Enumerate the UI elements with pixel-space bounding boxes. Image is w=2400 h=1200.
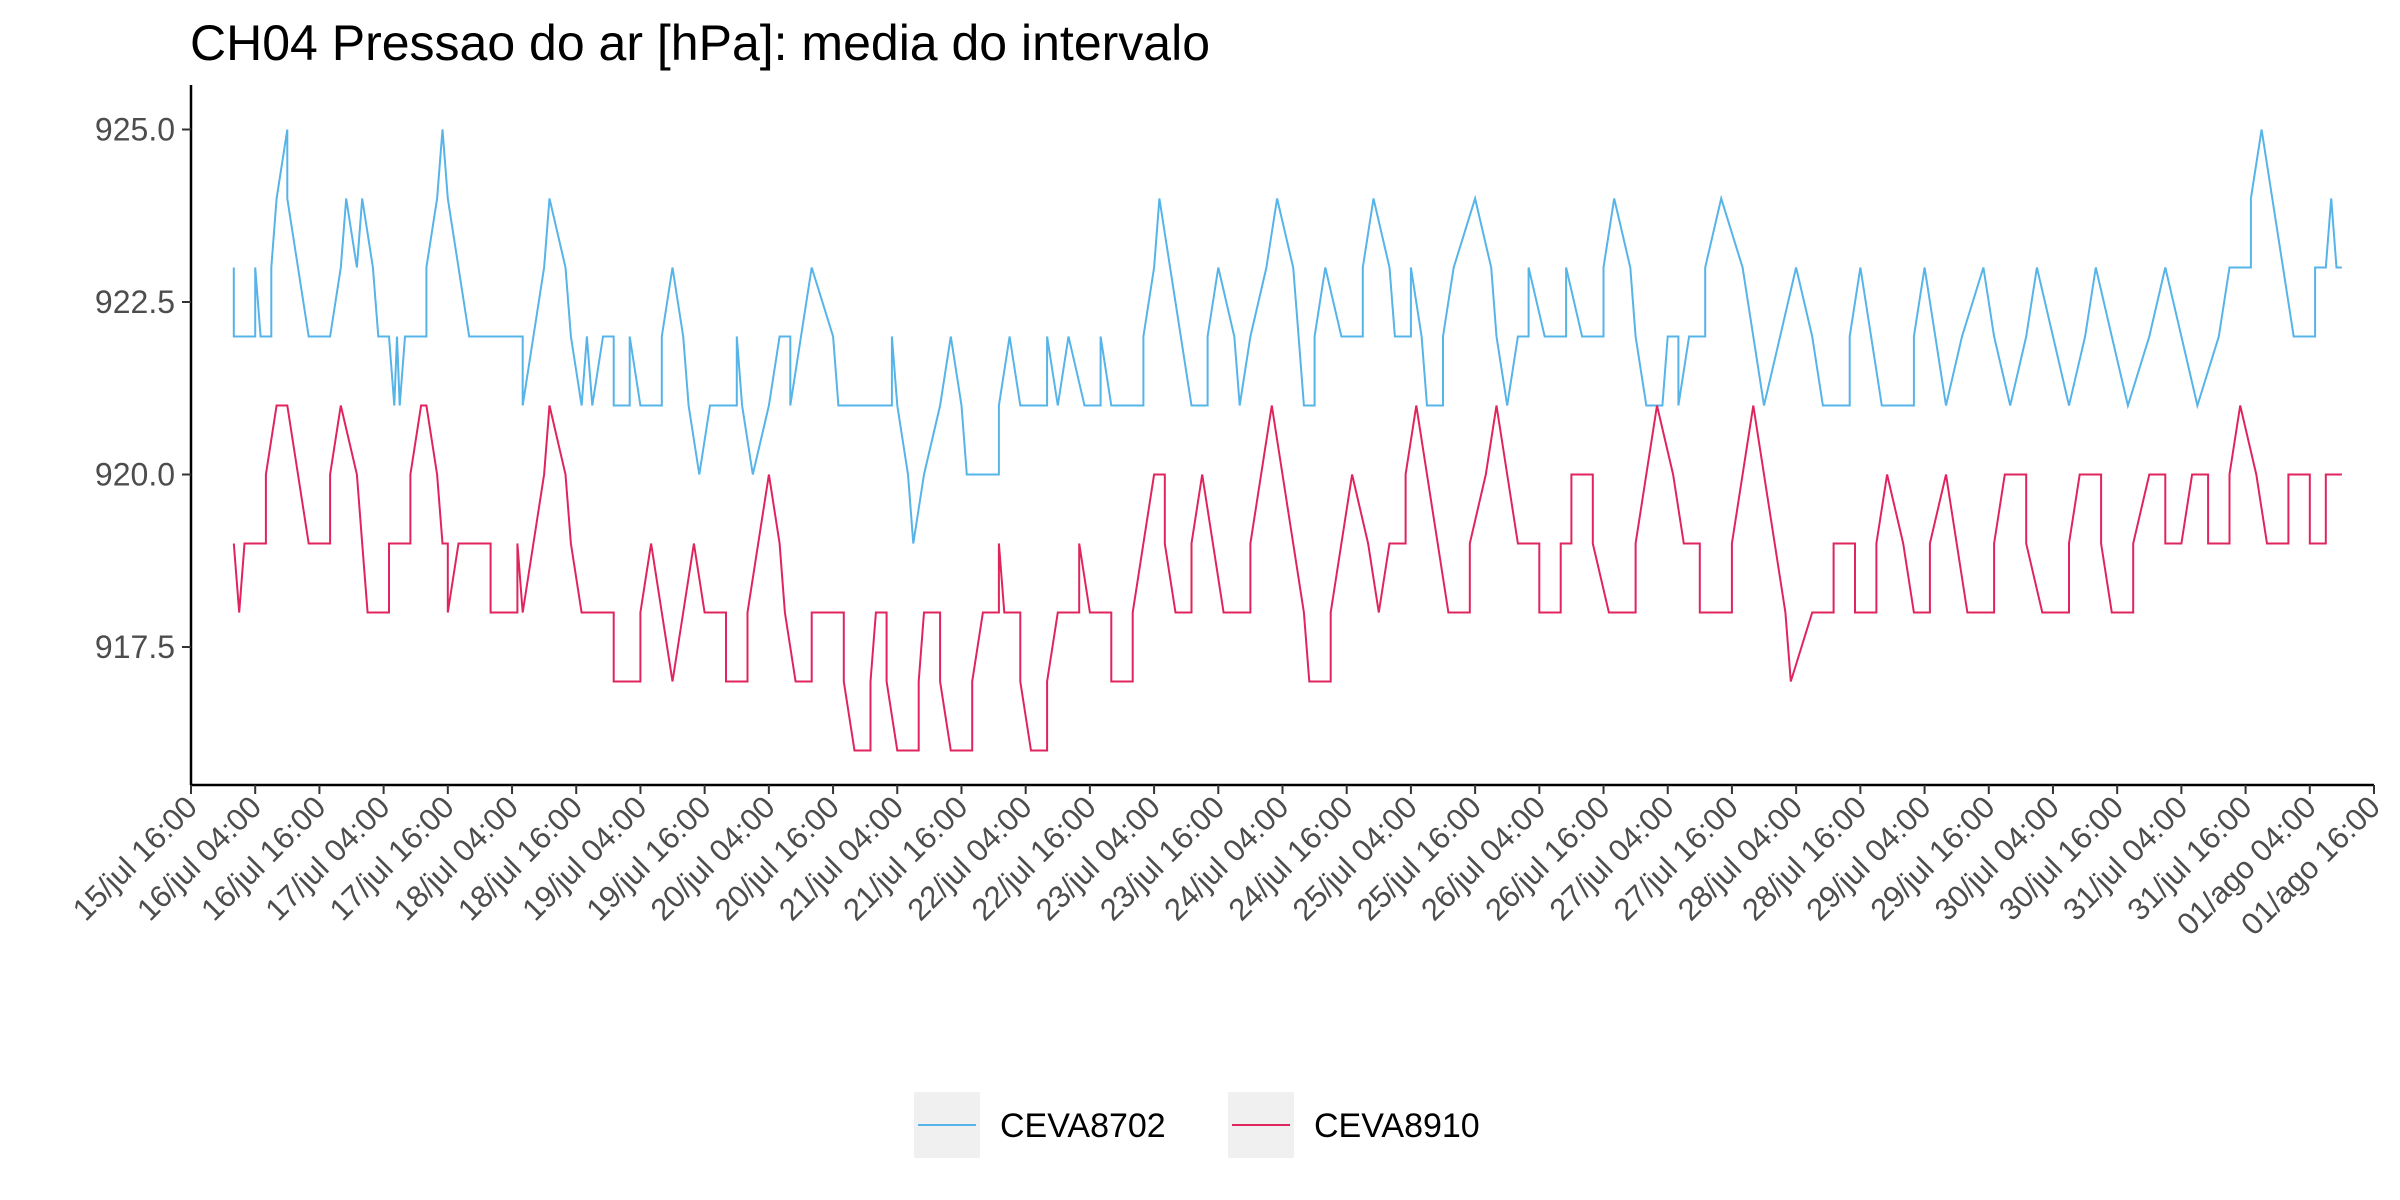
legend-label: CEVA8702 <box>1000 1107 1166 1145</box>
y-tick-label: 925.0 <box>95 112 175 148</box>
series-line-ceva8910 <box>232 404 2342 752</box>
legend: CEVA8702 CEVA8910 <box>914 1092 1480 1158</box>
y-tick-label: 922.5 <box>95 284 175 320</box>
legend-item-ceva8702: CEVA8702 <box>914 1092 1166 1158</box>
legend-label: CEVA8910 <box>1314 1107 1480 1145</box>
series-line-ceva8702 <box>232 129 2342 544</box>
chart-title: CH04 Pressao do ar [hPa]: media do inter… <box>190 15 1210 71</box>
plot-area <box>232 129 2342 752</box>
y-tick-label: 917.5 <box>95 629 175 665</box>
y-tick-label: 920.0 <box>95 457 175 493</box>
legend-item-ceva8910: CEVA8910 <box>1228 1092 1480 1158</box>
